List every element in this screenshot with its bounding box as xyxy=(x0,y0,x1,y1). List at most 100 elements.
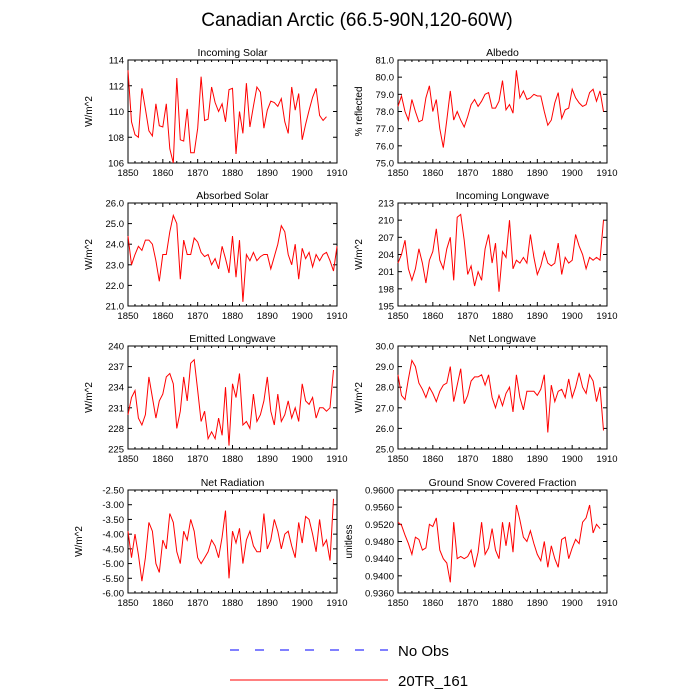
y-tick-label: 225 xyxy=(108,445,124,456)
x-tick-label: 1910 xyxy=(596,311,617,322)
y-axis-label: % reflected xyxy=(354,86,365,136)
y-tick-label: -2.50 xyxy=(102,486,124,497)
x-tick-label: 1870 xyxy=(457,311,478,322)
panel-6: Net Longwave 1850 1860 1870 1880 1890 1900 1910… xyxy=(354,333,618,465)
y-tick-label: 28.0 xyxy=(376,383,395,394)
y-tick-label: 201 xyxy=(378,267,394,278)
y-tick-label: 27.0 xyxy=(376,403,395,414)
y-axis-label: W/m^2 xyxy=(84,382,95,413)
panel-7: Net Radiation 1850 1860 1870 1880 1890 1900 191… xyxy=(74,477,348,609)
x-tick-label: 1880 xyxy=(222,598,243,609)
y-axis-label: W/m^2 xyxy=(354,239,365,270)
x-tick-label: 1890 xyxy=(527,598,548,609)
y-tick-label: -4.50 xyxy=(102,544,124,555)
panel-1: Incoming Solar 1850 1860 1870 1880 1890 1900 19… xyxy=(84,47,348,179)
x-tick-label: 1870 xyxy=(187,168,208,179)
panel-title: Emitted Longwave xyxy=(189,333,276,345)
y-tick-label: 210 xyxy=(378,216,394,227)
y-tick-label: 112 xyxy=(109,81,124,92)
y-tick-label: -3.50 xyxy=(102,515,124,526)
x-tick-label: 1900 xyxy=(292,311,313,322)
x-tick-label: 1860 xyxy=(422,454,443,465)
series-line-20TR_161 xyxy=(127,358,334,446)
y-tick-label: 234 xyxy=(108,383,124,394)
y-tick-label: 108 xyxy=(108,133,124,144)
series-line-20TR_161 xyxy=(127,498,334,582)
panel-title: Net Radiation xyxy=(201,477,265,489)
y-tick-label: 30.0 xyxy=(376,342,395,353)
x-tick-label: 1850 xyxy=(117,454,138,465)
x-tick-label: 1880 xyxy=(492,311,513,322)
y-tick-label: 114 xyxy=(109,56,124,67)
x-tick-label: 1860 xyxy=(422,168,443,179)
panel-5: Emitted Longwave 1850 1860 1870 1880 1890 1900… xyxy=(84,333,348,465)
panels: Incoming Solar 1850 1860 1870 1880 1890 1900 19… xyxy=(74,47,618,609)
plot-frame xyxy=(127,202,338,307)
x-tick-label: 1860 xyxy=(422,311,443,322)
x-tick-label: 1900 xyxy=(292,598,313,609)
y-tick-label: 29.0 xyxy=(376,362,395,373)
y-tick-label: 80.0 xyxy=(376,73,395,84)
x-tick-label: 1910 xyxy=(326,311,347,322)
y-tick-label: 198 xyxy=(378,284,394,295)
x-tick-label: 1860 xyxy=(152,454,173,465)
x-tick-label: 1880 xyxy=(492,168,513,179)
panel-title: Incoming Solar xyxy=(197,47,268,59)
legend: No Obs 20TR_161 xyxy=(230,643,468,690)
y-tick-label: 0.9560 xyxy=(365,503,394,514)
y-tick-label: 78.0 xyxy=(376,107,395,118)
x-tick-label: 1910 xyxy=(596,598,617,609)
panel-4: Incoming Longwave 1850 1860 1870 1880 1890 190… xyxy=(354,190,618,322)
x-tick-label: 1890 xyxy=(257,168,278,179)
panel-8: Ground Snow Covered Fraction 1850 1860 1870… xyxy=(344,477,618,609)
x-tick-label: 1860 xyxy=(152,598,173,609)
x-tick-label: 1850 xyxy=(387,454,408,465)
y-tick-label: 23.0 xyxy=(106,260,125,271)
y-tick-label: 207 xyxy=(378,233,394,244)
y-tick-label: 24.0 xyxy=(106,240,125,251)
x-tick-label: 1910 xyxy=(326,598,347,609)
y-axis-label: unitless xyxy=(344,525,355,559)
x-tick-label: 1890 xyxy=(257,311,278,322)
x-tick-label: 1880 xyxy=(222,454,243,465)
y-tick-label: 26.0 xyxy=(376,424,395,435)
y-tick-label: 106 xyxy=(108,159,124,170)
x-tick-label: 1900 xyxy=(292,168,313,179)
x-tick-label: 1880 xyxy=(492,454,513,465)
x-tick-label: 1880 xyxy=(222,311,243,322)
plot-frame xyxy=(127,345,338,450)
x-tick-label: 1870 xyxy=(457,168,478,179)
y-tick-label: 204 xyxy=(378,250,394,261)
y-tick-label: -5.00 xyxy=(102,559,124,570)
series-line-20TR_161 xyxy=(127,213,338,302)
y-tick-label: 25.0 xyxy=(106,219,125,230)
y-tick-label: 0.9600 xyxy=(365,486,394,497)
series-line-20TR_161 xyxy=(397,213,604,292)
x-tick-label: 1870 xyxy=(457,598,478,609)
x-tick-label: 1860 xyxy=(152,311,173,322)
figure-title: Canadian Arctic (66.5-90N,120-60W) xyxy=(201,10,513,31)
y-axis-label: W/m^2 xyxy=(74,526,85,557)
x-tick-label: 1850 xyxy=(387,168,408,179)
y-tick-label: 195 xyxy=(378,302,394,313)
y-tick-label: 0.9360 xyxy=(365,589,394,600)
series-line-20TR_161 xyxy=(397,70,604,148)
y-tick-label: -5.50 xyxy=(102,574,124,585)
y-tick-label: 76.0 xyxy=(376,141,395,152)
y-tick-label: 110 xyxy=(109,107,124,118)
y-tick-label: -4.00 xyxy=(102,530,124,541)
y-tick-label: -6.00 xyxy=(102,589,124,600)
x-tick-label: 1850 xyxy=(117,311,138,322)
x-tick-label: 1890 xyxy=(257,598,278,609)
panel-title: Albedo xyxy=(486,47,519,59)
x-tick-label: 1910 xyxy=(326,454,347,465)
y-tick-label: 0.9400 xyxy=(365,571,394,582)
x-tick-label: 1900 xyxy=(562,454,583,465)
panel-title: Ground Snow Covered Fraction xyxy=(429,477,577,489)
y-tick-label: 213 xyxy=(378,199,394,210)
y-axis-label: W/m^2 xyxy=(84,239,95,270)
y-tick-label: 240 xyxy=(108,342,124,353)
x-tick-label: 1910 xyxy=(596,454,617,465)
y-tick-label: 25.0 xyxy=(376,445,395,456)
